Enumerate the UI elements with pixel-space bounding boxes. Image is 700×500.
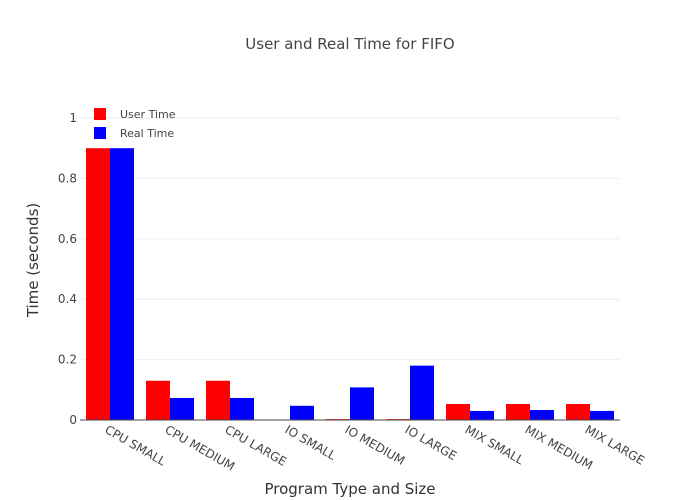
bar-user-time xyxy=(86,148,110,420)
y-tick-label: 0 xyxy=(69,413,77,427)
y-tick-label: 1 xyxy=(69,111,77,125)
bar-real-time xyxy=(230,397,254,420)
x-tick-label: IO SMALL xyxy=(283,422,339,462)
bar-real-time xyxy=(170,397,194,420)
bar-real-time xyxy=(410,365,434,420)
bar-real-time xyxy=(590,410,614,420)
bar-user-time xyxy=(206,380,230,420)
legend-swatch-user-time xyxy=(94,108,106,120)
x-axis-title: Program Type and Size xyxy=(264,480,435,498)
y-tick-label: 0.6 xyxy=(58,232,77,246)
y-tick-label: 0.8 xyxy=(58,171,77,185)
bar-real-time xyxy=(350,387,374,420)
bar-user-time xyxy=(446,403,470,420)
x-tick-label: CPU SMALL xyxy=(103,422,169,468)
bar-user-time xyxy=(566,403,590,420)
bars xyxy=(86,148,614,420)
x-tick-label: MIX SMALL xyxy=(463,422,527,467)
legend-label-real-time: Real Time xyxy=(120,127,174,140)
x-tick-label: IO LARGE xyxy=(403,422,460,463)
bar-real-time xyxy=(470,410,494,420)
gridlines xyxy=(80,117,620,361)
y-axis-title: Time (seconds) xyxy=(24,203,42,319)
bar-real-time xyxy=(290,405,314,420)
bar-real-time xyxy=(530,410,554,420)
legend-swatch-real-time xyxy=(94,127,106,139)
y-tick-label: 0.4 xyxy=(58,292,77,306)
legend: User Time Real Time xyxy=(94,108,176,140)
chart-title: User and Real Time for FIFO xyxy=(245,35,454,53)
legend-label-user-time: User Time xyxy=(120,108,176,121)
x-tick-label: IO MEDIUM xyxy=(343,422,408,467)
bar-user-time xyxy=(146,380,170,420)
bar-user-time xyxy=(506,403,530,420)
y-tick-labels: 0 0.2 0.4 0.6 0.8 1 xyxy=(58,111,77,427)
bar-real-time xyxy=(110,148,134,420)
y-tick-label: 0.2 xyxy=(58,353,77,367)
